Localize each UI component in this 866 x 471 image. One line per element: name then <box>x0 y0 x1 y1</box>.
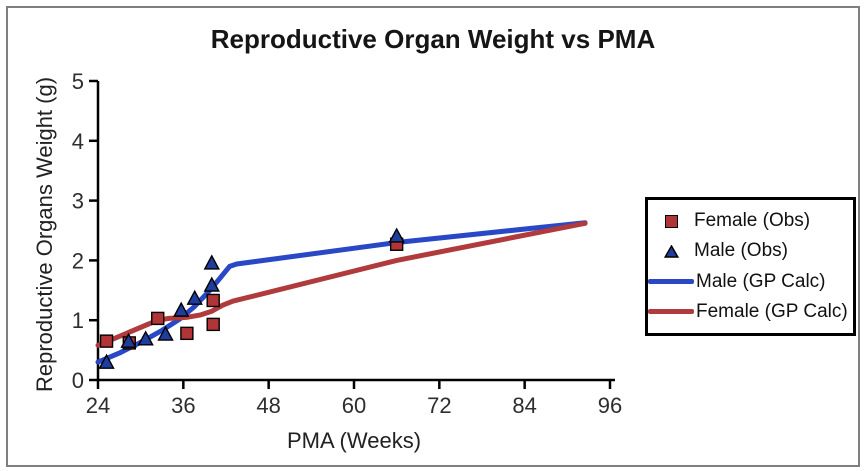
y-tick-label: 3 <box>72 189 84 214</box>
x-tick-label: 36 <box>171 393 195 418</box>
x-tick-label: 60 <box>342 393 366 418</box>
legend-label-female-gp: Female (GP Calc) <box>696 300 848 322</box>
x-tick-label: 96 <box>598 393 622 418</box>
y-tick-label: 4 <box>72 129 84 154</box>
legend-row-male-obs: Male (Obs) <box>650 240 849 262</box>
y-axis-label: Reproductive Organs Weight (g) <box>32 77 57 392</box>
legend-row-male-gp: Male (GP Calc) <box>648 270 849 293</box>
data-point-square <box>180 326 194 341</box>
x-tick-label: 72 <box>427 393 451 418</box>
line-swatch-male-icon <box>648 279 694 285</box>
y-tick-label: 1 <box>72 308 84 333</box>
data-point-square <box>151 311 165 326</box>
data-point-square <box>99 334 114 348</box>
legend-label-female-obs: Female (Obs) <box>694 210 811 232</box>
y-tick-label: 0 <box>72 368 84 393</box>
data-point-triangle <box>120 332 137 348</box>
square-marker-icon <box>650 214 692 228</box>
series-line-female-gp-calc- <box>95 220 588 348</box>
series-line-male-gp-calc- <box>95 220 588 365</box>
y-tick-label: 2 <box>72 248 84 273</box>
data-point-triangle <box>173 301 190 317</box>
data-point-square <box>206 293 220 308</box>
y-tick-label: 5 <box>72 69 84 94</box>
legend-label-male-gp: Male (GP Calc) <box>696 270 826 292</box>
data-point-triangle <box>203 254 220 270</box>
x-tick-label: 84 <box>512 393 536 418</box>
legend-box: Female (Obs) Male (Obs) Male (GP Calc) F… <box>645 197 856 336</box>
chart-frame: Reproductive Organ Weight vs PMA 24 36 48 6… <box>6 6 860 467</box>
triangle-marker-icon <box>650 244 692 258</box>
data-point-triangle <box>137 330 154 346</box>
data-point-triangle <box>203 276 220 292</box>
legend-row-female-obs: Female (Obs) <box>650 210 849 232</box>
x-tick-label: 48 <box>256 393 280 418</box>
data-point-triangle <box>388 227 405 243</box>
data-point-square <box>206 317 220 332</box>
x-tick-label: 24 <box>86 393 110 418</box>
data-point-triangle <box>98 353 115 369</box>
line-swatch-female-icon <box>648 309 694 315</box>
x-axis-label: PMA (Weeks) <box>287 428 421 453</box>
chart-canvas: 24 36 48 60 72 84 96 0 1 2 3 4 5 PMA (Weeks) Reproduct… <box>32 69 622 453</box>
data-point-triangle <box>186 289 203 305</box>
chart-title: Reproductive Organ Weight vs PMA <box>210 24 656 54</box>
legend-row-female-gp: Female (GP Calc) <box>648 300 849 323</box>
data-point-triangle <box>157 325 174 341</box>
legend-label-male-obs: Male (Obs) <box>694 240 788 262</box>
